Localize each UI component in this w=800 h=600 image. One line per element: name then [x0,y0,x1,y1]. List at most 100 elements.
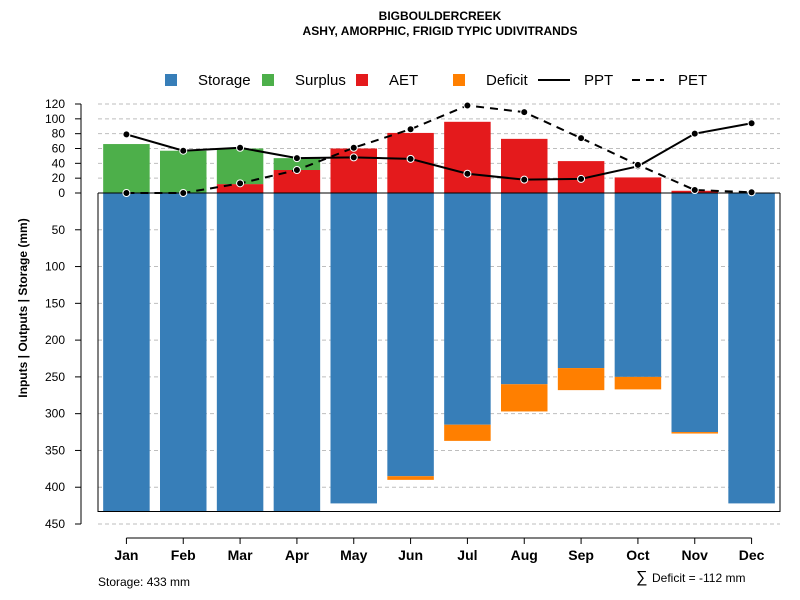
pet-point [690,186,699,195]
storage-bar [671,193,718,433]
y-tick-label: 80 [52,127,66,141]
deficit-bar [614,376,662,390]
pet-line [126,104,752,194]
storage-note: Storage: 433 mm [98,575,190,589]
storage-bar [160,193,207,512]
aet-bar [273,170,321,193]
month-label: Jul [457,547,477,563]
month-label: Jan [114,547,138,563]
month-label: Feb [171,547,196,563]
month-label: Aug [511,547,538,563]
y-tick-label: 20 [52,171,66,185]
aet-bar [216,184,264,193]
pet-legend-label: PET [678,72,707,89]
deficit-legend-label: Deficit [486,72,529,89]
aet-bar [444,121,491,193]
series-lines [126,104,752,194]
month-label: Oct [626,547,650,563]
series-points [122,101,756,197]
pet-point [292,166,301,175]
storage-bar [501,193,548,385]
storage-bar [387,193,434,477]
month-label: Mar [228,547,253,563]
storage-legend-swatch [165,74,177,86]
storage-bar [557,193,605,369]
deficit-bar [671,432,718,434]
aet-bar [614,177,662,193]
deficit-legend-swatch [453,74,465,86]
ppt-legend-label: PPT [584,72,613,89]
surplus-legend-swatch [262,74,274,86]
sum-symbol: ∑ [636,569,647,586]
aet-legend-swatch [356,74,368,86]
deficit-bar [444,424,491,441]
pet-point [577,134,586,143]
month-label: Nov [682,547,709,563]
ppt-point [577,174,586,183]
ppt-point [179,146,188,155]
ppt-point [463,169,472,178]
bars [97,121,781,512]
aet-legend-label: AET [389,72,418,89]
y-tick-label: 50 [52,223,66,237]
y-axis: 1201008060402005010015020025030035040045… [45,97,82,531]
y-tick-label: 450 [45,517,65,531]
pet-point [349,143,358,152]
ppt-point [292,154,301,163]
storage-bar [216,193,264,512]
month-label: Dec [739,547,765,563]
storage-bar [728,193,775,504]
ppt-point [690,129,699,138]
storage-bar [330,193,377,504]
pet-point [633,160,642,169]
storage-bar [614,193,662,377]
ppt-point [236,143,245,152]
ppt-point [520,175,529,184]
y-tick-label: 0 [58,186,65,200]
y-tick-label: 150 [45,296,65,310]
y-tick-label: 100 [45,112,65,126]
y-tick-label: 120 [45,97,65,111]
surplus-bar [273,158,321,171]
pet-point [747,188,756,197]
pet-point [520,108,529,117]
storage-frame [97,193,781,512]
pet-point [236,179,245,188]
pet-point [122,189,131,197]
y-tick-label: 60 [52,142,66,156]
ppt-point [406,154,415,163]
deficit-bar [557,368,605,391]
surplus-bar [103,144,150,193]
month-label: Apr [285,547,310,563]
y-tick-label: 400 [45,480,65,494]
pet-point [406,125,415,134]
y-tick-label: 300 [45,407,65,421]
deficit-bar [387,476,434,480]
storage-bar [444,193,491,425]
surplus-legend-label: Surplus [295,72,346,89]
month-label: May [340,547,367,563]
chart-subtitle: ASHY, AMORPHIC, FRIGID TYPIC UDIVITRANDS [303,24,578,38]
storage-bar [103,193,150,512]
ppt-point [349,153,358,162]
surplus-bar [216,148,264,185]
y-tick-label: 100 [45,260,65,274]
legend: Storage Surplus AET Deficit PPT PET [165,72,707,89]
y-tick-label: 350 [45,443,65,457]
pet-point [179,189,188,197]
pet-point [463,101,472,110]
y-tick-label: 250 [45,370,65,384]
ppt-line [126,122,752,181]
surplus-bar [160,150,207,193]
y-tick-label: 40 [52,156,66,170]
y-axis-label: Inputs | Outputs | Storage (mm) [16,218,30,397]
aet-bar [501,138,548,193]
storage-legend-label: Storage [198,72,251,89]
ppt-point [122,130,131,139]
chart-title: BIGBOULDERCREEK [379,9,502,23]
x-axis: Jan Feb Mar Apr May Jun Jul Aug Sep Oct Nov Dec [114,537,765,563]
y-tick-label: 200 [45,333,65,347]
month-label: Sep [568,547,594,563]
storage-bar [273,193,321,512]
